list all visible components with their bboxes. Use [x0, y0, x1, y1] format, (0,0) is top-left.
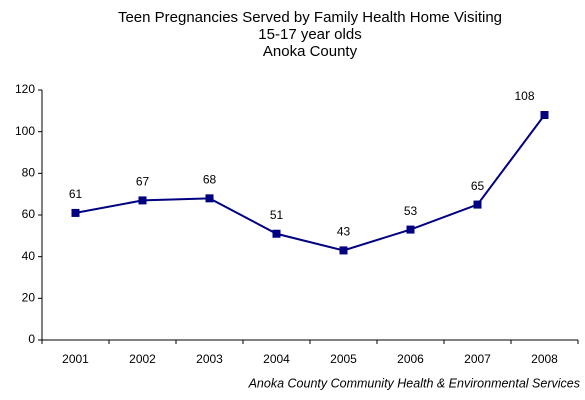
data-label: 61: [69, 187, 83, 201]
data-label: 53: [404, 204, 418, 218]
data-point: [406, 225, 415, 234]
data-label: 67: [136, 175, 150, 189]
data-label: 108: [514, 89, 534, 103]
x-tick-label: 2007: [464, 352, 491, 366]
data-label: 68: [203, 173, 217, 187]
x-tick-label: 2006: [397, 352, 424, 366]
data-label: 43: [337, 225, 351, 239]
y-tick-label: 100: [15, 124, 35, 138]
x-tick-label: 2001: [62, 352, 89, 366]
data-point: [339, 246, 348, 255]
data-line: [75, 114, 546, 252]
chart-title: Teen Pregnancies Served by Family Health…: [118, 9, 502, 26]
data-point: [205, 194, 214, 203]
data-point: [71, 208, 80, 217]
y-tick-label: 120: [15, 82, 35, 96]
y-tick-label: 20: [22, 291, 36, 305]
y-tick-label: 0: [28, 332, 35, 346]
y-tick-label: 40: [22, 249, 36, 263]
data-point: [540, 111, 549, 119]
x-tick-label: 2008: [531, 352, 558, 366]
x-tick-label: 2004: [263, 352, 290, 366]
data-point: [473, 200, 482, 209]
data-point: [272, 229, 281, 238]
data-label: 51: [270, 208, 284, 222]
source-note: Anoka County Community Health & Environm…: [248, 376, 580, 390]
data-point: [138, 196, 147, 205]
y-tick-label: 60: [22, 207, 36, 221]
data-label: 65: [471, 179, 485, 193]
y-tick-label: 80: [22, 166, 36, 180]
chart-subtitle: Anoka County: [263, 43, 358, 60]
x-tick-label: 2005: [330, 352, 357, 366]
x-tick-label: 2002: [129, 352, 156, 366]
chart-subtitle: 15-17 year olds: [258, 26, 361, 43]
x-tick-label: 2003: [196, 352, 223, 366]
